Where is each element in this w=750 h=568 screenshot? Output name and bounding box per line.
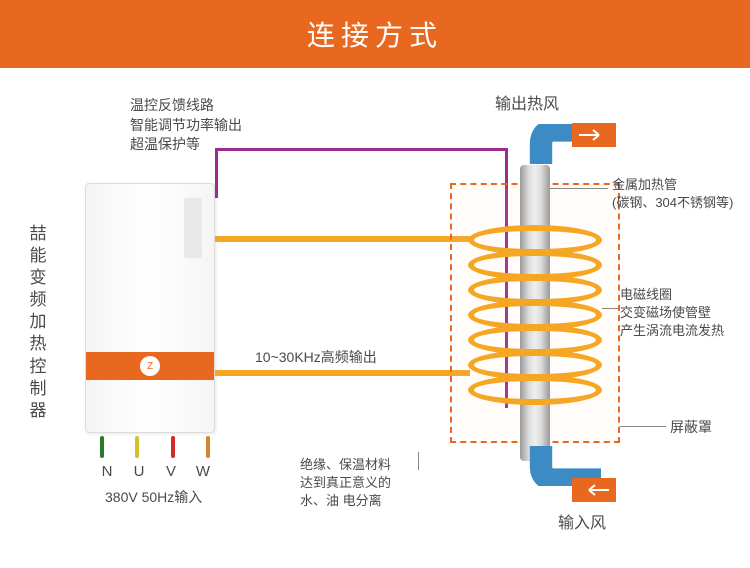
coil-loop [468,375,602,405]
hf-wire-top [215,236,470,242]
hot-air-out-label: 输出热风 [495,94,559,116]
leader-line [550,188,608,189]
brand-logo-icon: Z [140,356,160,376]
feedback-label: 温控反馈线路 智能调节功率输出 超温保护等 [130,96,242,155]
induction-coil [468,225,602,401]
controller-side-label: 喆能变频加热控制器 [28,223,48,422]
freq-output-label: 10~30KHz高频输出 [255,348,377,368]
cold-air-in-label: 输入风 [558,513,606,535]
diagram-area: 喆能变频加热控制器 Z N U V W 380V 50Hz输入 [0,68,750,568]
arrow-in-icon [572,478,616,502]
leader-line [620,426,666,427]
heating-tube-label: 金属加热管 (碳钢、304不锈钢等) [612,176,733,212]
feedback-wire-v1 [215,148,218,198]
port-label-n: N [95,463,119,480]
heater-assembly [450,183,620,443]
port-label-v: V [159,463,183,480]
controller-unit: Z [85,183,215,433]
leader-line [418,452,419,470]
wire-ports [100,436,210,466]
feedback-wire-h [215,148,507,151]
input-spec-label: 380V 50Hz输入 [105,488,202,508]
port-v [171,436,175,458]
arrow-out-icon [572,123,616,147]
port-label-w: W [191,463,215,480]
port-labels: N U V W [95,463,215,480]
controller-display [184,198,202,258]
coil-desc-label: 电磁线圈 交变磁场使管壁 产生涡流电流发热 [620,286,724,341]
shield-label: 屏蔽罩 [670,418,712,438]
leader-line [602,308,618,309]
port-n [100,436,104,458]
header-bar: 连接方式 [0,0,750,68]
insulation-label: 绝缘、保温材料 达到真正意义的 水、油 电分离 [300,456,391,511]
port-w [206,436,210,458]
controller-body: Z [85,183,215,433]
port-label-u: U [127,463,151,480]
hf-wire-bottom [215,370,470,376]
port-u [135,436,139,458]
header-title: 连接方式 [307,20,443,51]
